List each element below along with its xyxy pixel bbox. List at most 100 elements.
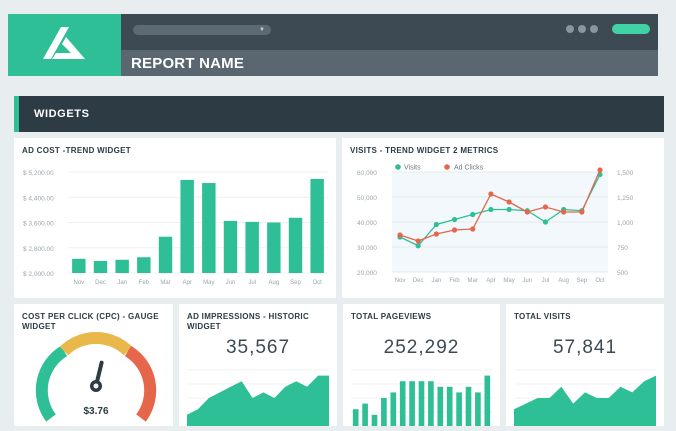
bar [310, 178, 324, 273]
gauge-needle [90, 360, 104, 392]
bar [465, 386, 472, 426]
x-tick-label: Dec [95, 280, 106, 286]
widget-title-line1: AD IMPRESSIONS - HISTORIC [187, 312, 310, 321]
bar [409, 381, 415, 426]
ad-cost-widget[interactable]: AD COST -TREND WIDGET $ 2,000.00 $ 2,800.… [14, 138, 336, 298]
x-tick-label: Mar [160, 280, 170, 286]
window-dots [566, 25, 598, 33]
visits-widget[interactable]: VISITS - TREND WIDGET 2 METRICS 20,000 50… [342, 138, 664, 298]
action-button[interactable] [612, 24, 650, 34]
chevron-down-icon: ▼ [259, 27, 265, 33]
widget-title: TOTAL PAGEVIEWS [351, 312, 432, 321]
left-tick-label: 20,000 [357, 270, 377, 277]
data-point [506, 206, 512, 213]
browser-top-bar: ▼ [121, 14, 658, 50]
legend-label: Ad Clicks [454, 165, 484, 172]
data-point [506, 199, 512, 205]
x-tick-label: Aug [268, 280, 279, 286]
right-tick-label: 1,500 [617, 170, 634, 177]
data-point [524, 209, 530, 215]
widget-title: TOTAL VISITS [514, 312, 571, 321]
right-tick-label: 1,000 [617, 220, 634, 227]
impressions-widget[interactable]: AD IMPRESSIONS - HISTORIC WIDGET 35,567 [179, 304, 337, 426]
x-tick-label: Feb [139, 280, 150, 286]
y-tick-label: $ 4,400.00 [23, 195, 54, 202]
y-tick-label: $ 3,600.00 [23, 221, 54, 228]
series-line [399, 174, 601, 247]
dot-icon[interactable] [590, 25, 598, 33]
gauge-segment-high [124, 345, 157, 422]
report-title-bar: REPORT NAME [121, 50, 658, 76]
logo-icon [42, 27, 85, 59]
widget-title: AD IMPRESSIONS - HISTORIC WIDGET [187, 312, 309, 332]
section-title: WIDGETS [34, 108, 90, 120]
data-point [451, 216, 458, 223]
x-tick-label: Jul [248, 280, 256, 286]
legend-marker [444, 164, 450, 170]
dot-icon[interactable] [566, 25, 574, 33]
data-point [542, 219, 549, 225]
pageviews-value: 252,292 [383, 337, 460, 358]
gauge-chart: $3.76 [35, 332, 157, 422]
total-visits-widget[interactable]: TOTAL VISITS 57,841 [506, 304, 664, 426]
area-fill [187, 375, 329, 426]
pageviews-bar-chart [351, 369, 492, 426]
right-tick-label: 500 [617, 270, 628, 277]
bar [399, 381, 406, 426]
data-point [597, 167, 603, 173]
gauge-segment-low [35, 345, 68, 422]
x-tick-label: Jun [522, 278, 532, 284]
brand-logo[interactable] [8, 14, 121, 76]
pageviews-widget[interactable]: TOTAL PAGEVIEWS 252,292 [343, 304, 500, 426]
x-tick-label: Oct [595, 278, 605, 284]
widget-title-line1: COST PER CLICK (CPC) - GAUGE [22, 312, 159, 321]
left-tick-label: 60,000 [357, 170, 377, 177]
bar [93, 261, 108, 273]
bar [484, 375, 491, 426]
bar [418, 381, 425, 426]
cpc-gauge-widget[interactable]: COST PER CLICK (CPC) - GAUGE WIDGET $3.7… [14, 304, 173, 426]
data-point [470, 211, 476, 218]
y-tick-label: $ 5,200.00 [23, 170, 54, 177]
bar [362, 403, 368, 426]
total-visits-value: 57,841 [552, 337, 618, 358]
x-tick-label: Jul [542, 278, 550, 284]
x-tick-label: Mar [468, 278, 478, 284]
bar [475, 392, 481, 426]
data-point [579, 209, 585, 215]
dot-icon[interactable] [578, 25, 586, 33]
bar [446, 386, 453, 426]
bar [390, 392, 397, 426]
x-tick-label: Dec [413, 278, 424, 284]
report-header: ▼ REPORT NAME [8, 14, 658, 76]
bar [245, 221, 259, 273]
bar [202, 183, 216, 273]
x-tick-label: Jan [117, 280, 127, 286]
legend-marker [395, 164, 401, 170]
x-tick-label: Apr [182, 280, 191, 286]
legend-label: Visits [404, 165, 421, 172]
bar [428, 381, 434, 426]
data-point [415, 243, 421, 249]
bar [267, 222, 281, 273]
x-tick-label: Nov [395, 278, 406, 284]
right-tick-label: 1,250 [617, 195, 634, 202]
bar [456, 392, 462, 426]
bar [371, 414, 378, 426]
right-tick-label: 750 [617, 245, 628, 252]
bar [72, 258, 86, 273]
widget-title: VISITS - TREND WIDGET 2 METRICS [350, 146, 499, 155]
x-tick-label: Aug [558, 278, 569, 284]
data-point [542, 204, 549, 210]
x-tick-label: Jun [226, 280, 236, 286]
x-tick-label: Jan [432, 278, 442, 284]
report-selector[interactable]: ▼ [133, 25, 271, 35]
y-tick-label: $ 2,800.00 [23, 246, 54, 253]
impressions-value: 35,567 [225, 337, 291, 358]
data-point [470, 226, 476, 232]
report-title: REPORT NAME [131, 55, 245, 72]
left-tick-label: 30,000 [357, 245, 377, 252]
data-point [433, 231, 439, 237]
series-line [399, 169, 601, 242]
bar [180, 179, 194, 273]
